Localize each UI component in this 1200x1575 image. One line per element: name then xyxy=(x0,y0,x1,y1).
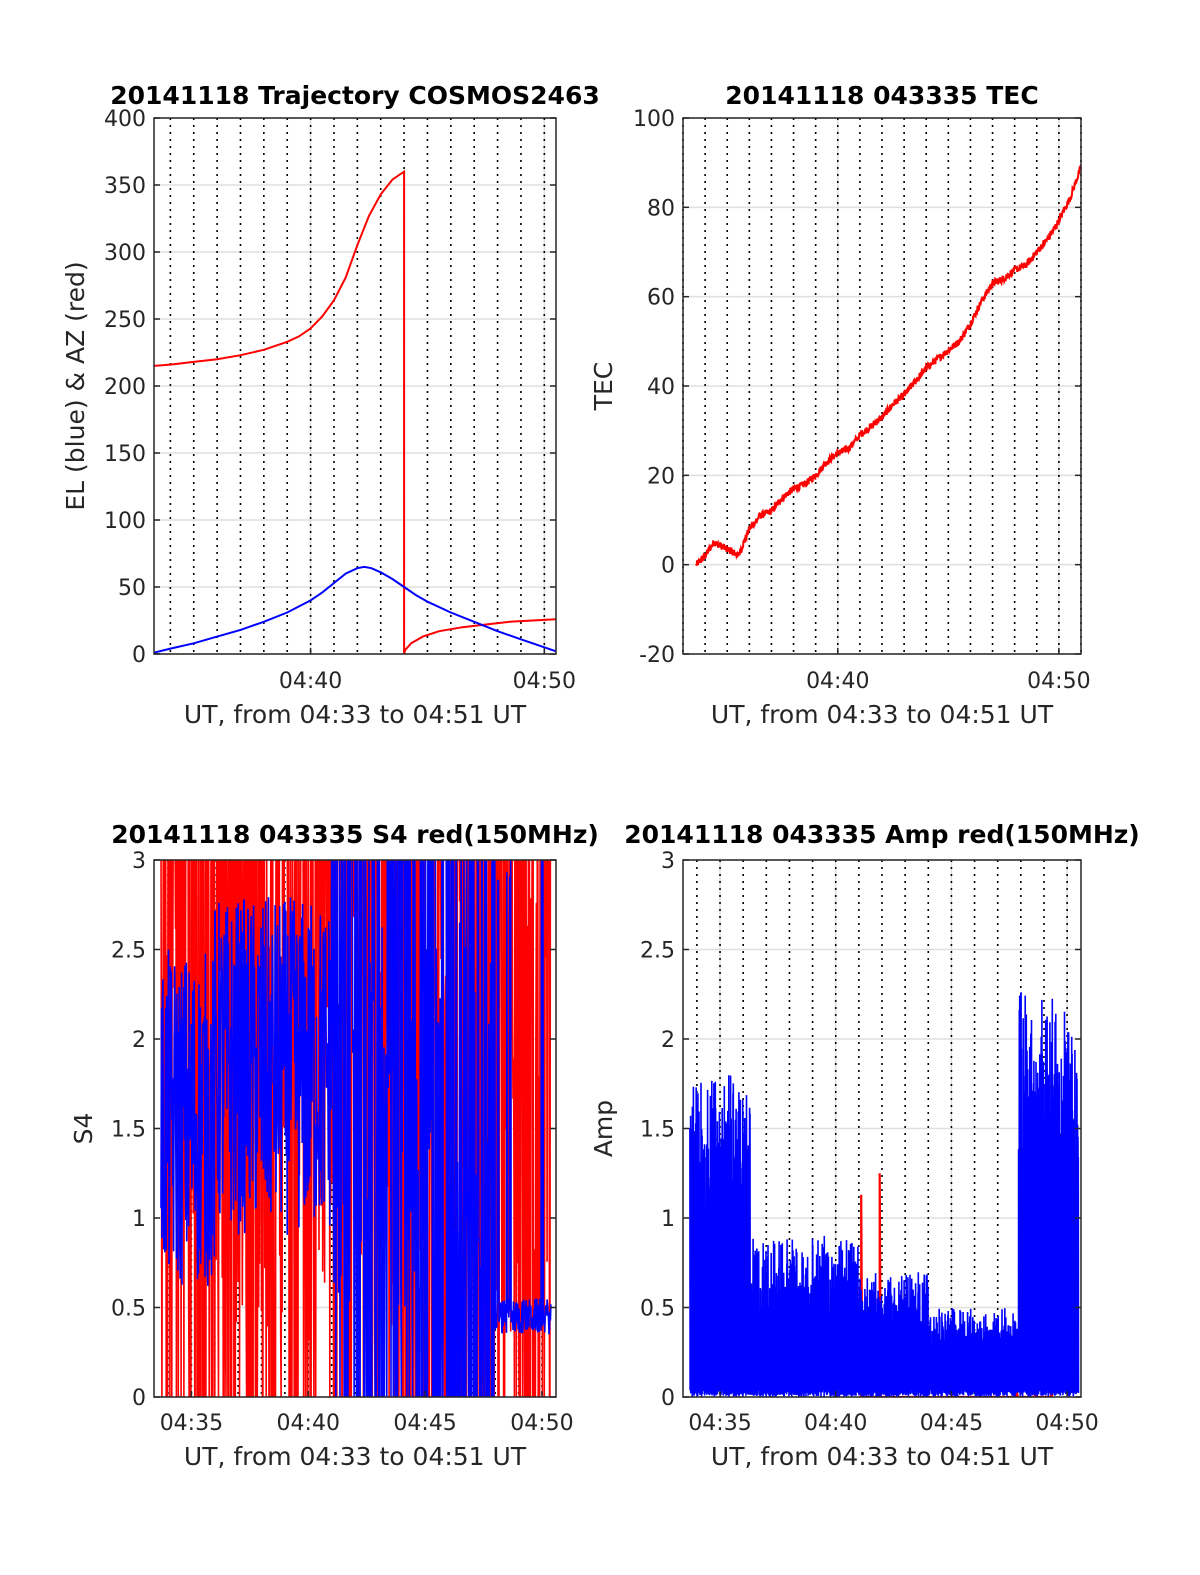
y-tick-label: 0.5 xyxy=(640,1297,675,1322)
x-tick-label: 04:50 xyxy=(510,1411,573,1436)
chart-title: 20141118 Trajectory COSMOS2463 xyxy=(110,81,600,110)
x-tick-label: 04:40 xyxy=(279,669,342,694)
y-tick-label: 250 xyxy=(104,308,146,333)
x-tick-label: 04:35 xyxy=(160,1411,223,1436)
y-tick-label: 2 xyxy=(132,1028,146,1053)
y-tick-label: 100 xyxy=(104,509,146,534)
x-axis-label: UT, from 04:33 to 04:51 UT xyxy=(184,1442,527,1471)
y-axis-label: EL (blue) & AZ (red) xyxy=(61,261,90,510)
s4-blue-trace xyxy=(160,860,552,1397)
chart-panel-1: 0 50 100 150 200 250 300 350 400 04:40 04:50 201411… xyxy=(61,81,600,729)
y-tick-label: 350 xyxy=(104,174,146,199)
chart-title: 20141118 043335 Amp red(150MHz) xyxy=(624,820,1140,849)
x-tick-label: 04:40 xyxy=(804,1411,867,1436)
y-tick-label: 50 xyxy=(118,576,146,601)
y-tick-label: 1.5 xyxy=(111,1118,146,1143)
y-tick-label: 2.5 xyxy=(111,939,146,964)
y-tick-label: 400 xyxy=(104,107,146,132)
y-tick-label: 80 xyxy=(647,196,675,221)
y-axis-label: S4 xyxy=(69,1113,98,1145)
series-line-1 xyxy=(154,169,556,654)
series-group xyxy=(160,860,552,1397)
y-tick-label: 200 xyxy=(104,375,146,400)
series-group xyxy=(695,163,1081,566)
x-tick-label: 04:35 xyxy=(688,1411,751,1436)
x-tick-label: 04:50 xyxy=(513,669,576,694)
chart-panel-4: 0 0.5 1 1.5 2 2.5 3 04:35 04:40 04:45 04:50 2014111… xyxy=(589,820,1140,1471)
y-tick-label: 1 xyxy=(661,1207,675,1232)
chart-panel-2: -20 0 20 40 60 80 100 04:40 04:50 20141118 043335… xyxy=(589,81,1091,729)
y-tick-label: 1 xyxy=(132,1207,146,1232)
series-line-1 xyxy=(695,163,1081,566)
y-tick-label: 0 xyxy=(661,554,675,579)
y-tick-label: 100 xyxy=(633,107,675,132)
x-tick-label: 04:40 xyxy=(806,669,869,694)
y-tick-label: 20 xyxy=(647,464,675,489)
y-tick-label: -20 xyxy=(639,643,675,668)
y-tick-label: 0.5 xyxy=(111,1297,146,1322)
x-axis-label: UT, from 04:33 to 04:51 UT xyxy=(184,700,527,729)
x-axis-label: UT, from 04:33 to 04:51 UT xyxy=(711,1442,1054,1471)
y-tick-label: 0 xyxy=(132,1386,146,1411)
y-axis-label: Amp xyxy=(589,1100,618,1157)
y-tick-label: 150 xyxy=(104,442,146,467)
chart-title: 20141118 043335 TEC xyxy=(725,81,1038,110)
x-tick-label: 04:50 xyxy=(1027,669,1090,694)
amp-blue-trace xyxy=(689,992,1080,1397)
y-tick-label: 2 xyxy=(661,1028,675,1053)
x-tick-label: 04:40 xyxy=(277,1411,340,1436)
y-tick-label: 2.5 xyxy=(640,939,675,964)
x-tick-label: 04:45 xyxy=(920,1411,983,1436)
chart-panel-3: 0 0.5 1 1.5 2 2.5 3 04:35 04:40 04:45 04:50 2014111… xyxy=(69,820,599,1471)
y-tick-label: 0 xyxy=(132,643,146,668)
chart-title: 20141118 043335 S4 red(150MHz) xyxy=(111,820,599,849)
y-tick-label: 40 xyxy=(647,375,675,400)
x-axis-label: UT, from 04:33 to 04:51 UT xyxy=(711,700,1054,729)
y-tick-label: 300 xyxy=(104,241,146,266)
y-tick-label: 3 xyxy=(661,849,675,874)
x-tick-label: 04:45 xyxy=(393,1411,456,1436)
x-tick-label: 04:50 xyxy=(1035,1411,1098,1436)
series-group xyxy=(154,169,556,654)
y-tick-label: 1.5 xyxy=(640,1118,675,1143)
series-line-2 xyxy=(154,565,556,654)
y-tick-label: 0 xyxy=(661,1386,675,1411)
y-tick-label: 3 xyxy=(132,849,146,874)
y-tick-label: 60 xyxy=(647,286,675,311)
y-axis-label: TEC xyxy=(589,362,618,412)
series-group xyxy=(689,992,1080,1397)
